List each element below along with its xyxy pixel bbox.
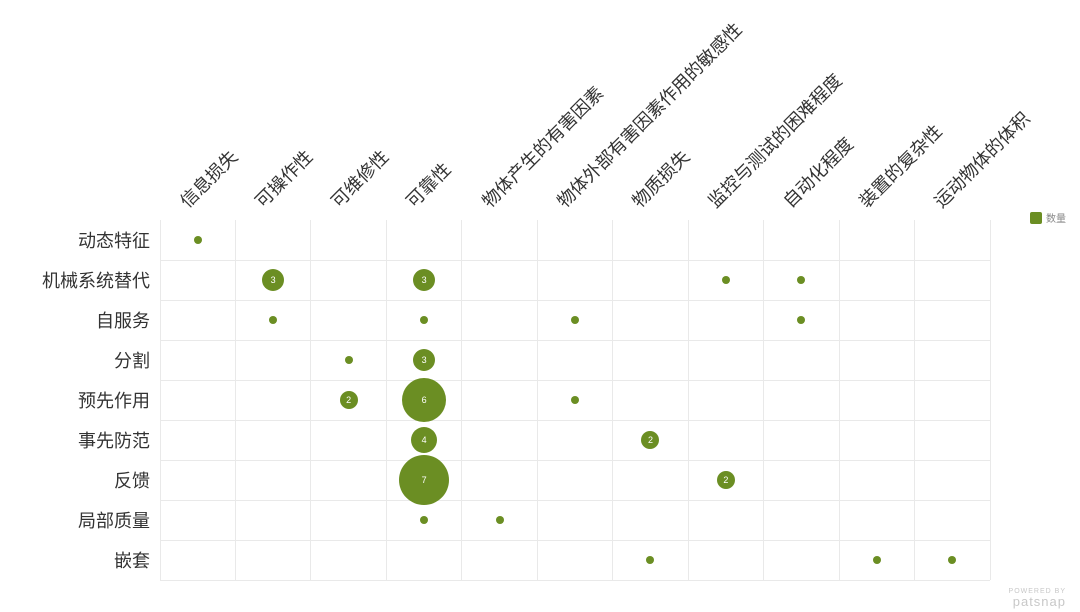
gridline-v: [160, 220, 161, 580]
x-axis-label: 可操作性: [249, 144, 318, 213]
x-axis-label: 监控与测试的困难程度: [702, 67, 848, 213]
bubble[interactable]: [797, 276, 805, 284]
gridline-v: [461, 220, 462, 580]
gridline-v: [763, 220, 764, 580]
x-axis-label: 运动物体的体积: [928, 106, 1035, 213]
legend-swatch: [1030, 212, 1042, 224]
attribution: POWERED BY patsnap: [1009, 588, 1066, 608]
legend: 数量: [1030, 210, 1066, 225]
gridline-v: [235, 220, 236, 580]
gridline-v: [914, 220, 915, 580]
y-axis-label: 局部质量: [78, 507, 150, 533]
bubble[interactable]: [345, 356, 353, 364]
bubble[interactable]: [496, 516, 504, 524]
bubble[interactable]: [722, 276, 730, 284]
bubble[interactable]: [420, 516, 428, 524]
bubble[interactable]: [571, 396, 579, 404]
bubble[interactable]: [797, 316, 805, 324]
y-axis-label: 动态特征: [78, 227, 150, 253]
bubble[interactable]: 3: [262, 269, 284, 291]
bubble[interactable]: 7: [399, 455, 449, 505]
y-axis-label: 嵌套: [114, 547, 150, 573]
y-axis-label: 反馈: [114, 467, 150, 493]
gridline-v: [839, 220, 840, 580]
gridline-h: [160, 420, 990, 421]
bubble[interactable]: [194, 236, 202, 244]
bubble[interactable]: 2: [717, 471, 735, 489]
bubble[interactable]: 2: [641, 431, 659, 449]
gridline-h: [160, 460, 990, 461]
gridline-v: [990, 220, 991, 580]
x-axis-label: 可靠性: [400, 156, 457, 213]
bubble[interactable]: 4: [411, 427, 437, 453]
bubble[interactable]: [873, 556, 881, 564]
bubble-matrix-chart: 数量 POWERED BY patsnap 动态特征机械系统替代自服务分割预先作…: [0, 0, 1080, 612]
bubble[interactable]: [269, 316, 277, 324]
gridline-v: [688, 220, 689, 580]
x-axis-label: 可维修性: [324, 144, 393, 213]
gridline-h: [160, 540, 990, 541]
bubble[interactable]: 3: [413, 349, 435, 371]
bubble[interactable]: [420, 316, 428, 324]
gridline-h: [160, 300, 990, 301]
x-axis-label: 信息损失: [173, 144, 242, 213]
bubble[interactable]: [646, 556, 654, 564]
gridline-v: [386, 220, 387, 580]
gridline-v: [537, 220, 538, 580]
attribution-brand: patsnap: [1009, 595, 1066, 608]
bubble[interactable]: [948, 556, 956, 564]
gridline-h: [160, 380, 990, 381]
gridline-h: [160, 340, 990, 341]
y-axis-label: 预先作用: [78, 387, 150, 413]
gridline-h: [160, 580, 990, 581]
gridline-h: [160, 260, 990, 261]
gridline-v: [310, 220, 311, 580]
bubble[interactable]: 6: [402, 378, 446, 422]
bubble[interactable]: 2: [340, 391, 358, 409]
gridline-h: [160, 500, 990, 501]
legend-label: 数量: [1046, 210, 1066, 225]
y-axis-label: 自服务: [96, 307, 150, 333]
x-axis-label: 物质损失: [626, 144, 695, 213]
y-axis-label: 分割: [114, 347, 150, 373]
gridline-v: [612, 220, 613, 580]
bubble[interactable]: [571, 316, 579, 324]
y-axis-label: 机械系统替代: [42, 267, 150, 293]
y-axis-label: 事先防范: [78, 427, 150, 453]
bubble[interactable]: 3: [413, 269, 435, 291]
